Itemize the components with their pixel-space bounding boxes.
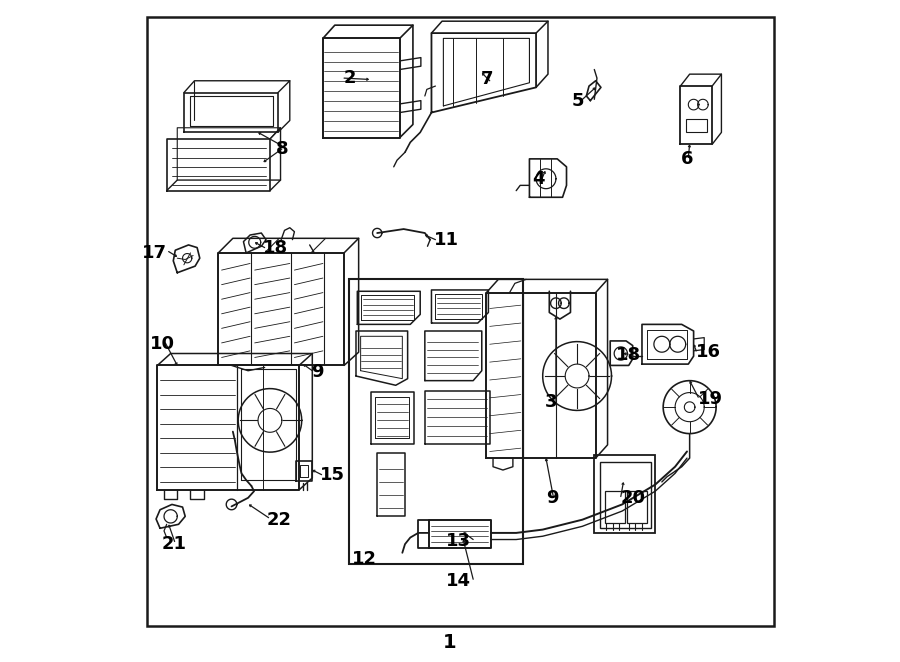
Bar <box>594 455 655 533</box>
Text: 7: 7 <box>481 70 493 89</box>
Text: 4: 4 <box>532 169 544 188</box>
Bar <box>605 491 625 523</box>
Text: 11: 11 <box>434 230 459 249</box>
Text: 18: 18 <box>263 238 288 257</box>
Text: 9: 9 <box>545 489 558 507</box>
Text: 12: 12 <box>352 550 377 569</box>
Text: 15: 15 <box>320 466 346 485</box>
Text: 20: 20 <box>620 489 645 507</box>
Text: 8: 8 <box>275 140 288 158</box>
Text: 3: 3 <box>545 393 557 411</box>
Text: 22: 22 <box>266 510 292 529</box>
Text: 14: 14 <box>446 571 472 590</box>
Text: 18: 18 <box>616 346 641 365</box>
Text: 1: 1 <box>443 633 457 651</box>
Text: 10: 10 <box>150 335 176 354</box>
Text: 13: 13 <box>446 532 472 550</box>
Text: 19: 19 <box>698 389 724 408</box>
Bar <box>349 279 523 564</box>
Bar <box>627 491 647 523</box>
Text: 9: 9 <box>311 363 323 381</box>
Text: 5: 5 <box>572 91 584 110</box>
Text: 21: 21 <box>161 535 186 553</box>
Text: 16: 16 <box>697 343 721 361</box>
Text: 2: 2 <box>344 69 356 87</box>
Bar <box>686 119 706 132</box>
Text: 6: 6 <box>680 150 693 168</box>
Text: 17: 17 <box>142 244 167 262</box>
Bar <box>599 462 652 528</box>
